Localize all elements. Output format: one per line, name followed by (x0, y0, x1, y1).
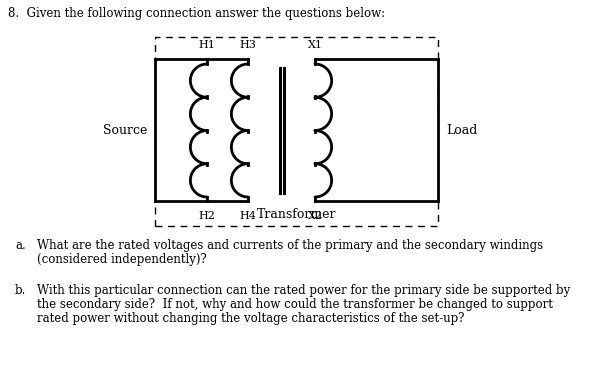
Text: H2: H2 (198, 211, 215, 221)
Text: Transformer: Transformer (257, 207, 336, 221)
Text: 8.  Given the following connection answer the questions below:: 8. Given the following connection answer… (8, 7, 385, 20)
Text: H1: H1 (198, 40, 215, 50)
Text: (considered independently)?: (considered independently)? (37, 253, 207, 266)
Text: a.: a. (15, 239, 26, 252)
Text: rated power without changing the voltage characteristics of the set-up?: rated power without changing the voltage… (37, 312, 464, 325)
Text: b.: b. (15, 284, 26, 297)
Text: H3: H3 (240, 40, 256, 50)
Text: Source: Source (103, 124, 147, 137)
Text: the secondary side?  If not, why and how could the transformer be changed to sup: the secondary side? If not, why and how … (37, 298, 553, 311)
Text: H4: H4 (240, 211, 256, 221)
Text: What are the rated voltages and currents of the primary and the secondary windin: What are the rated voltages and currents… (37, 239, 543, 252)
Text: Load: Load (446, 124, 477, 137)
Text: With this particular connection can the rated power for the primary side be supp: With this particular connection can the … (37, 284, 570, 297)
Text: X2: X2 (308, 211, 322, 221)
Text: X1: X1 (308, 40, 322, 50)
